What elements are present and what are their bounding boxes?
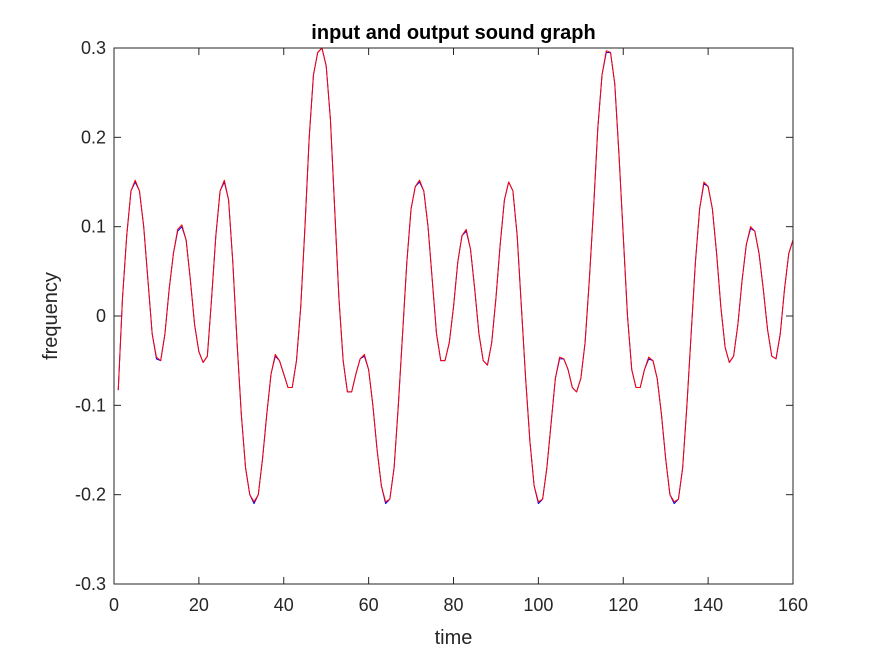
y-tick-label: -0.2 <box>75 485 106 505</box>
series-line-2 <box>117 47 794 503</box>
chart-title: input and output sound graph <box>311 22 595 44</box>
y-tick-label: 0.3 <box>81 38 106 58</box>
y-axis-label: frequency <box>40 272 62 360</box>
x-tick-label: 40 <box>274 595 294 615</box>
y-tick-label: 0.2 <box>81 127 106 147</box>
y-axis-ticks: -0.3 -0.2 -0.1 0 0.1 0.2 0.3 <box>75 38 793 594</box>
x-tick-label: 80 <box>443 595 463 615</box>
x-tick-label: 20 <box>189 595 209 615</box>
y-tick-label: 0.1 <box>81 217 106 237</box>
y-tick-label: 0 <box>96 306 106 326</box>
x-tick-label: 0 <box>109 595 119 615</box>
x-tick-label: 100 <box>523 595 553 615</box>
x-axis-ticks: 0 20 40 60 80 100 120 140 160 <box>109 48 808 615</box>
plot-area-background <box>114 48 793 584</box>
y-tick-label: -0.1 <box>75 395 106 415</box>
x-tick-label: 140 <box>693 595 723 615</box>
x-axis-label: time <box>435 627 473 649</box>
y-tick-label: -0.3 <box>75 574 106 594</box>
x-tick-label: 60 <box>359 595 379 615</box>
x-tick-label: 120 <box>608 595 638 615</box>
x-tick-label: 160 <box>778 595 808 615</box>
series-layer <box>117 47 794 505</box>
